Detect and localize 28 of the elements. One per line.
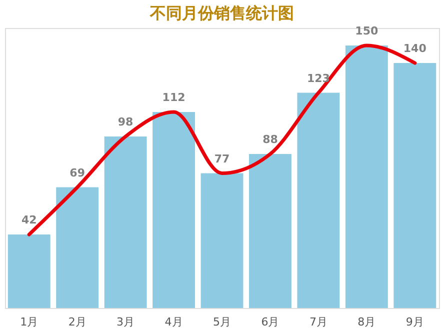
bar (56, 187, 99, 308)
data-label: 150 (355, 24, 378, 38)
bar (8, 234, 50, 308)
bar (200, 173, 244, 308)
data-label: 69 (70, 166, 85, 180)
x-tick-label: 7月 (309, 316, 328, 328)
x-tick-label: 3月 (116, 316, 135, 328)
x-tick-label: 2月 (68, 316, 86, 328)
chart-title: 不同月份销售统计图 (149, 3, 294, 22)
bar (152, 112, 195, 308)
bar (297, 92, 340, 308)
data-label: 77 (214, 152, 230, 166)
data-label: 140 (403, 42, 427, 55)
x-tick-label: 8月 (358, 316, 376, 328)
x-tick-label: 6月 (261, 316, 280, 328)
data-label: 88 (262, 133, 278, 146)
bar (104, 136, 147, 308)
bar (249, 154, 292, 308)
data-label: 112 (162, 91, 186, 104)
bar (345, 46, 388, 308)
x-tick-label: 5月 (213, 316, 231, 328)
bar (394, 63, 436, 308)
data-label: 98 (118, 116, 134, 128)
x-tick-label: 9月 (406, 316, 424, 328)
data-label: 42 (21, 214, 37, 226)
data-label: 123 (306, 72, 330, 85)
x-tick-label: 4月 (164, 316, 183, 328)
x-tick-label: 1月 (20, 316, 38, 328)
